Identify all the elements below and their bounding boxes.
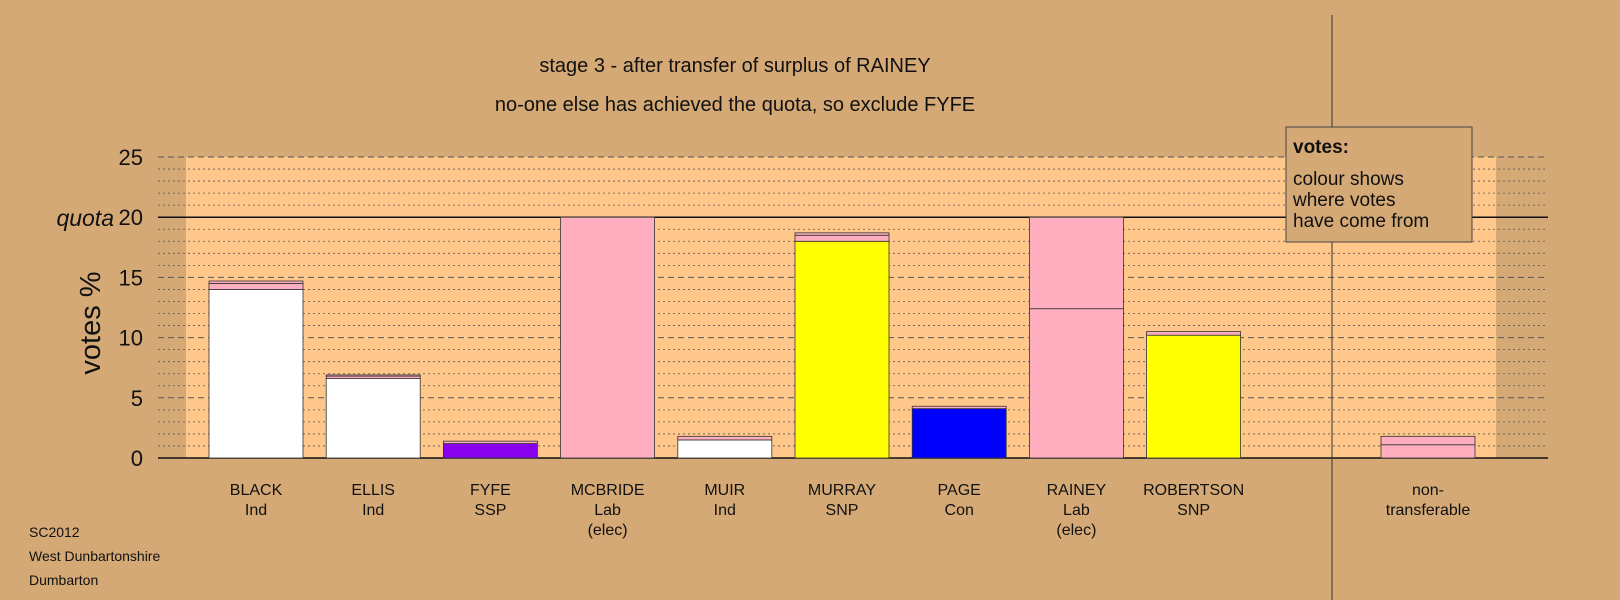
y-ticks: 0 5 10 15 20 25 <box>119 145 143 471</box>
bar-segment <box>1380 444 1476 459</box>
bar-segment <box>911 408 1007 459</box>
x-tick-label: Lab <box>594 502 621 519</box>
bar-segment <box>560 216 655 459</box>
bars <box>208 216 1476 459</box>
y-tick-label: 25 <box>119 145 143 170</box>
bar-segment <box>1380 435 1476 446</box>
bar-segment <box>442 443 538 459</box>
bar-segment <box>911 405 1007 410</box>
x-tick-label: MURRAY <box>808 482 876 499</box>
x-tick-label: Ind <box>245 502 267 519</box>
bar-segment <box>208 289 304 459</box>
x-tick-label: RAINEY <box>1047 482 1107 499</box>
chart-title: stage 3 - after transfer of surplus of R… <box>539 55 930 77</box>
x-tick-label: transferable <box>1386 502 1471 519</box>
bar-segment <box>677 439 773 459</box>
x-tick-label: Ind <box>714 502 736 519</box>
footnote-line: West Dunbartonshire <box>29 548 160 564</box>
bar-segment <box>1146 331 1241 336</box>
x-tick-label: SSP <box>474 502 506 519</box>
bar-segment <box>442 440 538 444</box>
x-tick-label: ROBERTSON <box>1143 482 1244 499</box>
legend-line: colour shows <box>1293 169 1404 190</box>
x-labels: BLACK Ind ELLIS Ind FYFE SSP MCBRIDE Lab (elec) M… <box>230 482 1471 539</box>
y-tick-label: 15 <box>119 265 143 290</box>
chart-subtitle: no-one else has achieved the quota, so e… <box>495 94 975 116</box>
legend-title: votes: <box>1293 137 1349 158</box>
quota-label: quota <box>56 205 114 231</box>
legend: votes: colour shows where votes have com… <box>1285 126 1473 243</box>
bar-segment <box>208 283 304 290</box>
x-tick-label: SNP <box>1177 502 1210 519</box>
bar-segment <box>677 435 773 441</box>
x-tick-label: MUIR <box>704 482 745 499</box>
footnote: SC2012 West Dunbartonshire Dumbarton <box>29 524 160 588</box>
bar-segment <box>794 234 890 242</box>
x-tick-label: (elec) <box>588 522 628 539</box>
bar-segment <box>1029 216 1124 310</box>
x-tick-label: Ind <box>362 502 384 519</box>
y-tick-label: 5 <box>131 386 143 411</box>
bar-segment <box>325 378 421 459</box>
bar-segment <box>794 240 890 459</box>
bar-segment <box>1029 308 1124 459</box>
y-tick-label: 20 <box>119 205 143 230</box>
y-axis-label: votes % <box>75 271 107 374</box>
x-tick-label: (elec) <box>1056 522 1096 539</box>
legend-box <box>1285 126 1473 243</box>
footnote-line: SC2012 <box>29 524 80 540</box>
x-tick-label: PAGE <box>938 482 981 499</box>
legend-line: have come from <box>1293 211 1429 232</box>
x-tick-label: non- <box>1412 482 1444 499</box>
y-tick-label: 10 <box>119 326 143 351</box>
bar-segment <box>325 374 421 377</box>
footnote-line: Dumbarton <box>29 572 98 588</box>
bar-segment <box>1146 334 1241 459</box>
legend-line: where votes <box>1292 190 1395 211</box>
bar-segment <box>208 280 304 284</box>
x-tick-label: ELLIS <box>351 482 395 499</box>
y-tick-label: 0 <box>131 446 143 471</box>
x-tick-label: SNP <box>826 502 859 519</box>
x-tick-label: Lab <box>1063 502 1090 519</box>
x-tick-label: Con <box>945 502 974 519</box>
x-tick-label: MCBRIDE <box>571 482 645 499</box>
x-tick-label: FYFE <box>470 482 511 499</box>
bar-segment <box>794 232 890 236</box>
x-tick-label: BLACK <box>230 482 283 499</box>
